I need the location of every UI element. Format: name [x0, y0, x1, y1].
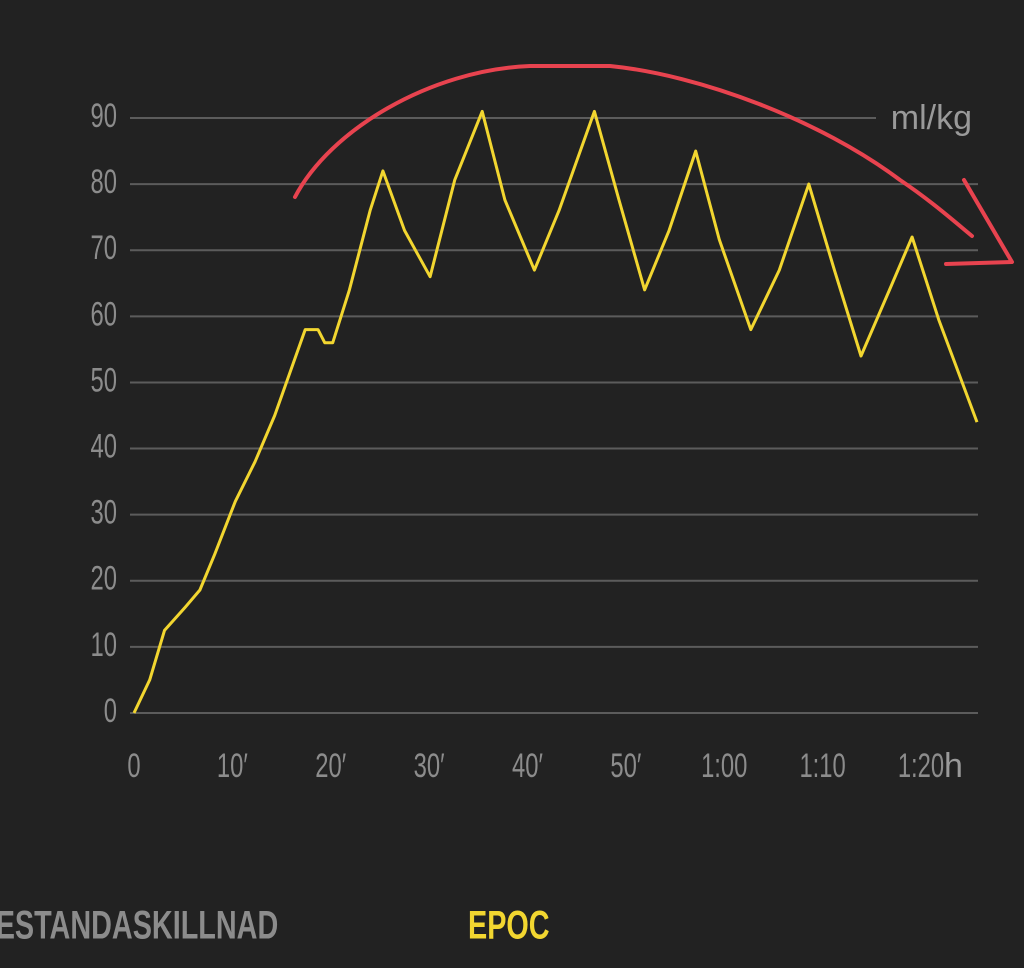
y-tick-label: 20	[91, 560, 117, 598]
y-unit: ml/kg	[891, 99, 972, 137]
y-tick-label: 30	[91, 494, 117, 532]
tab[interactable]: ESTANDASKILLNAD	[0, 903, 278, 948]
x-tick-label: 20′	[315, 747, 346, 785]
x-unit: h	[944, 747, 963, 785]
annotation-arc	[293, 64, 974, 238]
y-tick-label: 60	[91, 295, 117, 333]
y-tick-label: 10	[91, 626, 117, 664]
tab-active[interactable]: EPOC	[468, 903, 550, 948]
x-tick-label: 1:10	[799, 747, 845, 785]
grid: 0 10 20 30 40 50 60 70 80 90 0 10′ 20′ 30′ 40′ 50′ 1:00 1…	[91, 97, 978, 785]
y-tick-label: 0	[104, 692, 117, 730]
x-tick-label: 10′	[217, 747, 248, 785]
y-tick-label: 80	[91, 163, 117, 201]
x-tick-label: 0	[127, 747, 140, 785]
x-tick-label: 30′	[414, 747, 445, 785]
line	[132, 109, 979, 714]
x-tick-label: 1:20	[898, 747, 944, 785]
x-tick-label: 40′	[512, 747, 543, 785]
y-tick-label: 50	[91, 361, 117, 399]
y-tick-label: 40	[91, 427, 117, 465]
y-tick-label: 70	[91, 229, 117, 267]
x-tick-label: 50′	[610, 747, 641, 785]
x-tick-label: 1:00	[701, 747, 747, 785]
plot	[132, 109, 979, 714]
annotation-arrow	[944, 178, 1014, 266]
y-tick-label: 90	[91, 97, 117, 135]
